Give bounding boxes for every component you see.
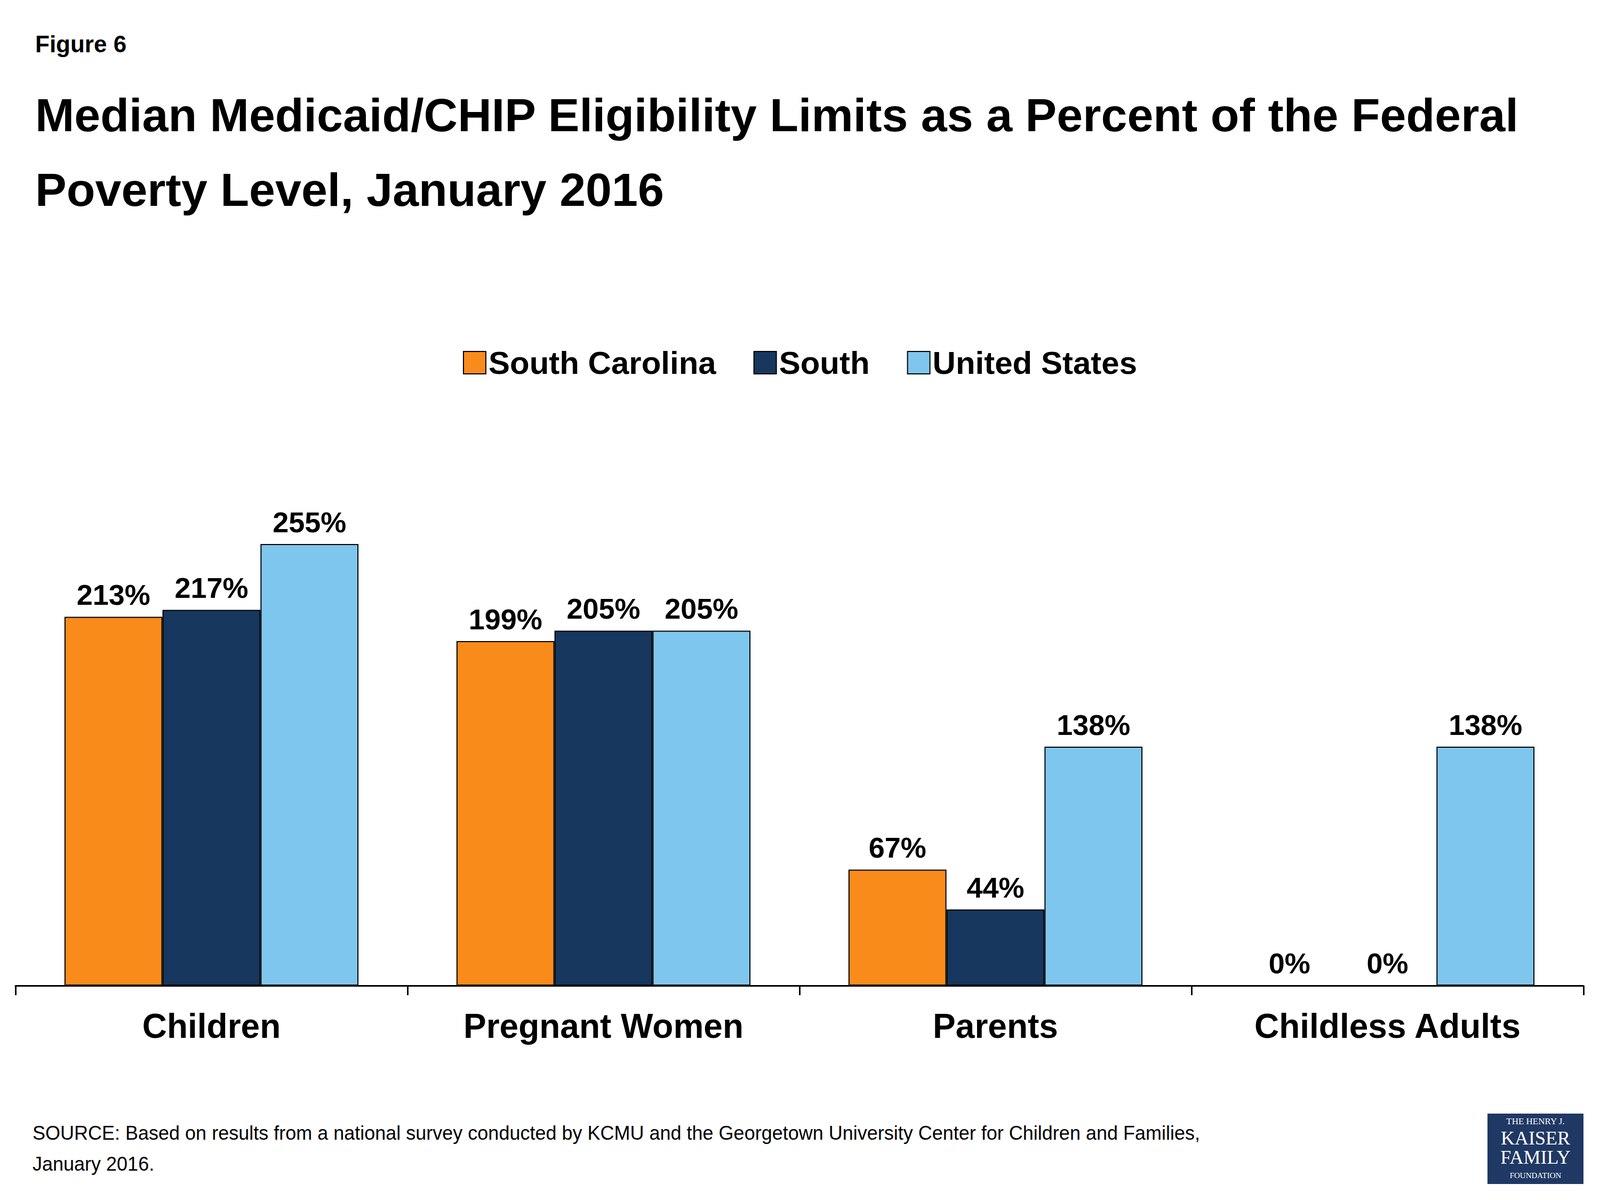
- svg-text:138%: 138%: [1448, 708, 1523, 741]
- svg-text:January 2016.: January 2016.: [32, 1153, 155, 1175]
- svg-text:South Carolina: South Carolina: [488, 345, 717, 381]
- svg-text:44%: 44%: [966, 871, 1024, 904]
- svg-text:Figure 6: Figure 6: [35, 30, 127, 58]
- svg-text:205%: 205%: [566, 592, 640, 625]
- svg-text:Parents: Parents: [932, 1006, 1059, 1046]
- svg-text:Children: Children: [142, 1006, 282, 1046]
- svg-text:67%: 67%: [868, 831, 927, 864]
- svg-text:THE HENRY J.: THE HENRY J.: [1506, 1116, 1565, 1127]
- svg-text:0%: 0%: [1366, 947, 1408, 980]
- svg-text:138%: 138%: [1056, 708, 1131, 741]
- svg-text:255%: 255%: [272, 506, 347, 539]
- svg-text:Pregnant Women: Pregnant Women: [463, 1006, 744, 1046]
- svg-text:Median Medicaid/CHIP Eligibili: Median Medicaid/CHIP Eligibility Limits …: [35, 88, 1532, 142]
- svg-text:0%: 0%: [1268, 947, 1311, 980]
- svg-text:205%: 205%: [664, 592, 739, 625]
- svg-text:217%: 217%: [174, 571, 248, 604]
- svg-text:South: South: [779, 345, 870, 381]
- svg-text:213%: 213%: [76, 578, 151, 611]
- svg-text:Poverty Level, January 2016: Poverty Level, January 2016: [35, 163, 664, 216]
- svg-text:FAMILY: FAMILY: [1500, 1146, 1571, 1168]
- svg-text:KAISER: KAISER: [1500, 1127, 1571, 1149]
- svg-text:FOUNDATION: FOUNDATION: [1509, 1171, 1562, 1180]
- svg-text:SOURCE: Based on results from: SOURCE: Based on results from a national…: [32, 1122, 1206, 1144]
- svg-text:United States: United States: [932, 345, 1138, 381]
- svg-text:Childless Adults: Childless Adults: [1254, 1006, 1521, 1046]
- svg-text:199%: 199%: [468, 603, 543, 636]
